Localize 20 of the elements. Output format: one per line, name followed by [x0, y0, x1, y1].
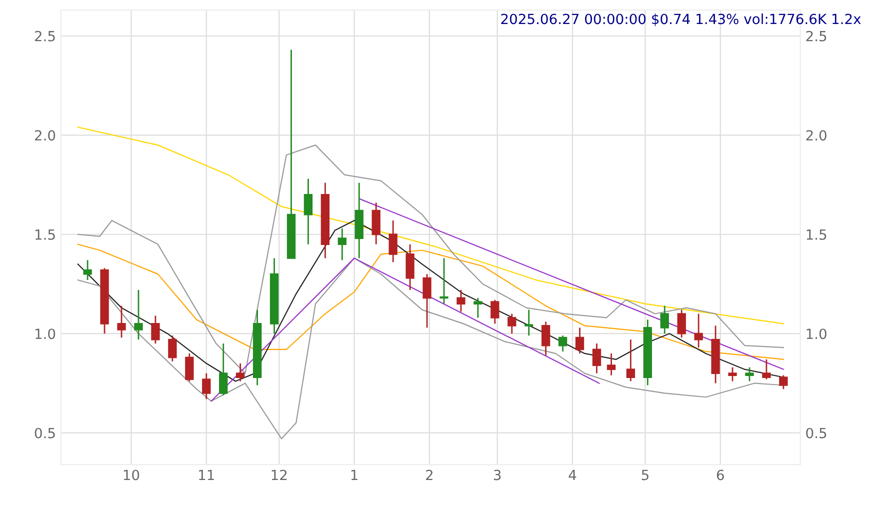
x-tick-label: 11	[199, 470, 214, 480]
x-tick-label: 2	[426, 470, 432, 480]
x-tick-label: 5	[642, 470, 648, 480]
y2-tick-label: 0.5	[806, 428, 826, 438]
y-tick-label: 0.5	[34, 428, 55, 438]
y2-tick-label: 1.5	[806, 230, 826, 240]
y-tick-label: 1.0	[35, 328, 56, 340]
y2-tick-label: 2.5	[806, 30, 826, 42]
y2-tick-label: 2.0	[806, 130, 826, 141]
x-tick-label: 3	[494, 470, 501, 480]
chart-title: 2025.06.27 00:00:00 $0.74 1.43% vol:1776.6K 1.2x	[501, 13, 861, 26]
y-tick-label: 2.5	[34, 30, 55, 42]
x-tick-label: 4	[568, 470, 576, 480]
x-tick-label: 10	[124, 470, 140, 480]
y-tick-label: 1.5	[35, 230, 55, 240]
x-tick-label: 6	[716, 470, 724, 480]
y2-tick-label: 1.0	[806, 328, 826, 340]
x-tick-label: 1	[351, 470, 358, 480]
x-tick-label: 12	[272, 470, 287, 480]
y-tick-label: 2.0	[34, 130, 56, 141]
